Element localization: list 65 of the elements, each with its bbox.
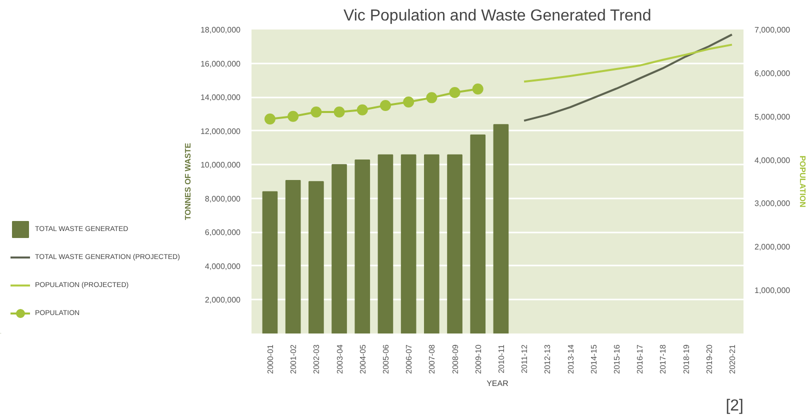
bar — [262, 191, 278, 334]
y2-tick-label: 1,000,000 — [754, 286, 791, 296]
bar — [400, 154, 416, 334]
point — [426, 92, 438, 104]
chart-title: Vic Population and Waste Generated Trend — [343, 8, 652, 24]
y2-tick-label: 4,000,000 — [754, 156, 791, 165]
y-tick-label: 2,000,000 — [204, 296, 242, 305]
y-tick-label: 12,000,000 — [200, 126, 242, 136]
x-tick-label: 2011-12 — [520, 344, 530, 374]
point — [449, 86, 460, 98]
x-tick-label: 2000-01 — [266, 344, 275, 374]
x-tick-label: 2010-11 — [496, 344, 506, 374]
point — [403, 96, 414, 108]
y2-tick-label: 3,000,000 — [754, 199, 791, 208]
point — [356, 104, 368, 116]
point — [288, 110, 299, 122]
y-axis-title: TONNES OF WASTE — [183, 142, 192, 220]
y-tick-label: 6,000,000 — [204, 228, 242, 238]
x-tick-label: 2007-08 — [428, 344, 437, 374]
x-tick-label: 2003-04 — [335, 344, 344, 374]
x-tick-label: 2019-20 — [704, 344, 714, 374]
point — [264, 113, 276, 124]
y-tick-label: 8,000,000 — [204, 194, 242, 204]
x-axis-title: YEAR — [486, 378, 509, 388]
x-tick-label: 2015-16 — [612, 344, 622, 374]
bar — [308, 181, 324, 334]
x-tick-label: 2002-03 — [312, 344, 322, 374]
bar — [424, 154, 440, 334]
x-tick-label: 2013-14 — [566, 344, 576, 374]
bar — [447, 154, 462, 334]
bar — [285, 180, 301, 334]
y2-tick-label: 2,000,000 — [754, 242, 791, 252]
text: [2] — [726, 398, 744, 414]
x-tick-label: 2014-15 — [589, 344, 598, 374]
y2-tick-label: 7,000,000 — [754, 26, 791, 34]
bar — [470, 134, 486, 334]
x-tick-label: 2012-13 — [543, 344, 552, 374]
x-tick-label: 2005-06 — [381, 344, 390, 374]
point — [472, 84, 484, 94]
x-tick-label: 2020-21 — [728, 344, 737, 374]
y2-tick-label: 5,000,000 — [754, 112, 791, 122]
y-tick-label: 16,000,000 — [200, 59, 242, 68]
y2-axis-title: POPULATION — [798, 156, 808, 208]
y2-tick-label: 6,000,000 — [754, 68, 791, 78]
y-tick-label: 14,000,000 — [200, 93, 242, 102]
x-tick-label: 2008-09 — [450, 344, 460, 374]
x-tick-label: 2018-19 — [682, 344, 691, 374]
bar — [354, 160, 370, 334]
x-tick-label: 2006-07 — [404, 344, 414, 374]
bar — [332, 164, 347, 334]
point — [334, 106, 345, 118]
x-tick-label: 2001-02 — [289, 344, 298, 374]
bar — [493, 124, 509, 334]
y-tick-label: 10,000,000 — [200, 160, 242, 170]
line-series — [523, 34, 733, 122]
y-tick-label: 4,000,000 — [204, 262, 242, 271]
line-series — [523, 44, 733, 83]
bar — [378, 154, 394, 334]
x-tick-label: 2017-18 — [658, 344, 668, 374]
point — [380, 100, 391, 111]
y-tick-label: 18,000,000 — [200, 26, 242, 34]
x-tick-label: 2009-10 — [474, 344, 483, 374]
x-tick-label: 2016-17 — [636, 344, 645, 374]
point — [310, 106, 322, 118]
x-tick-label: 2004-05 — [358, 344, 368, 374]
